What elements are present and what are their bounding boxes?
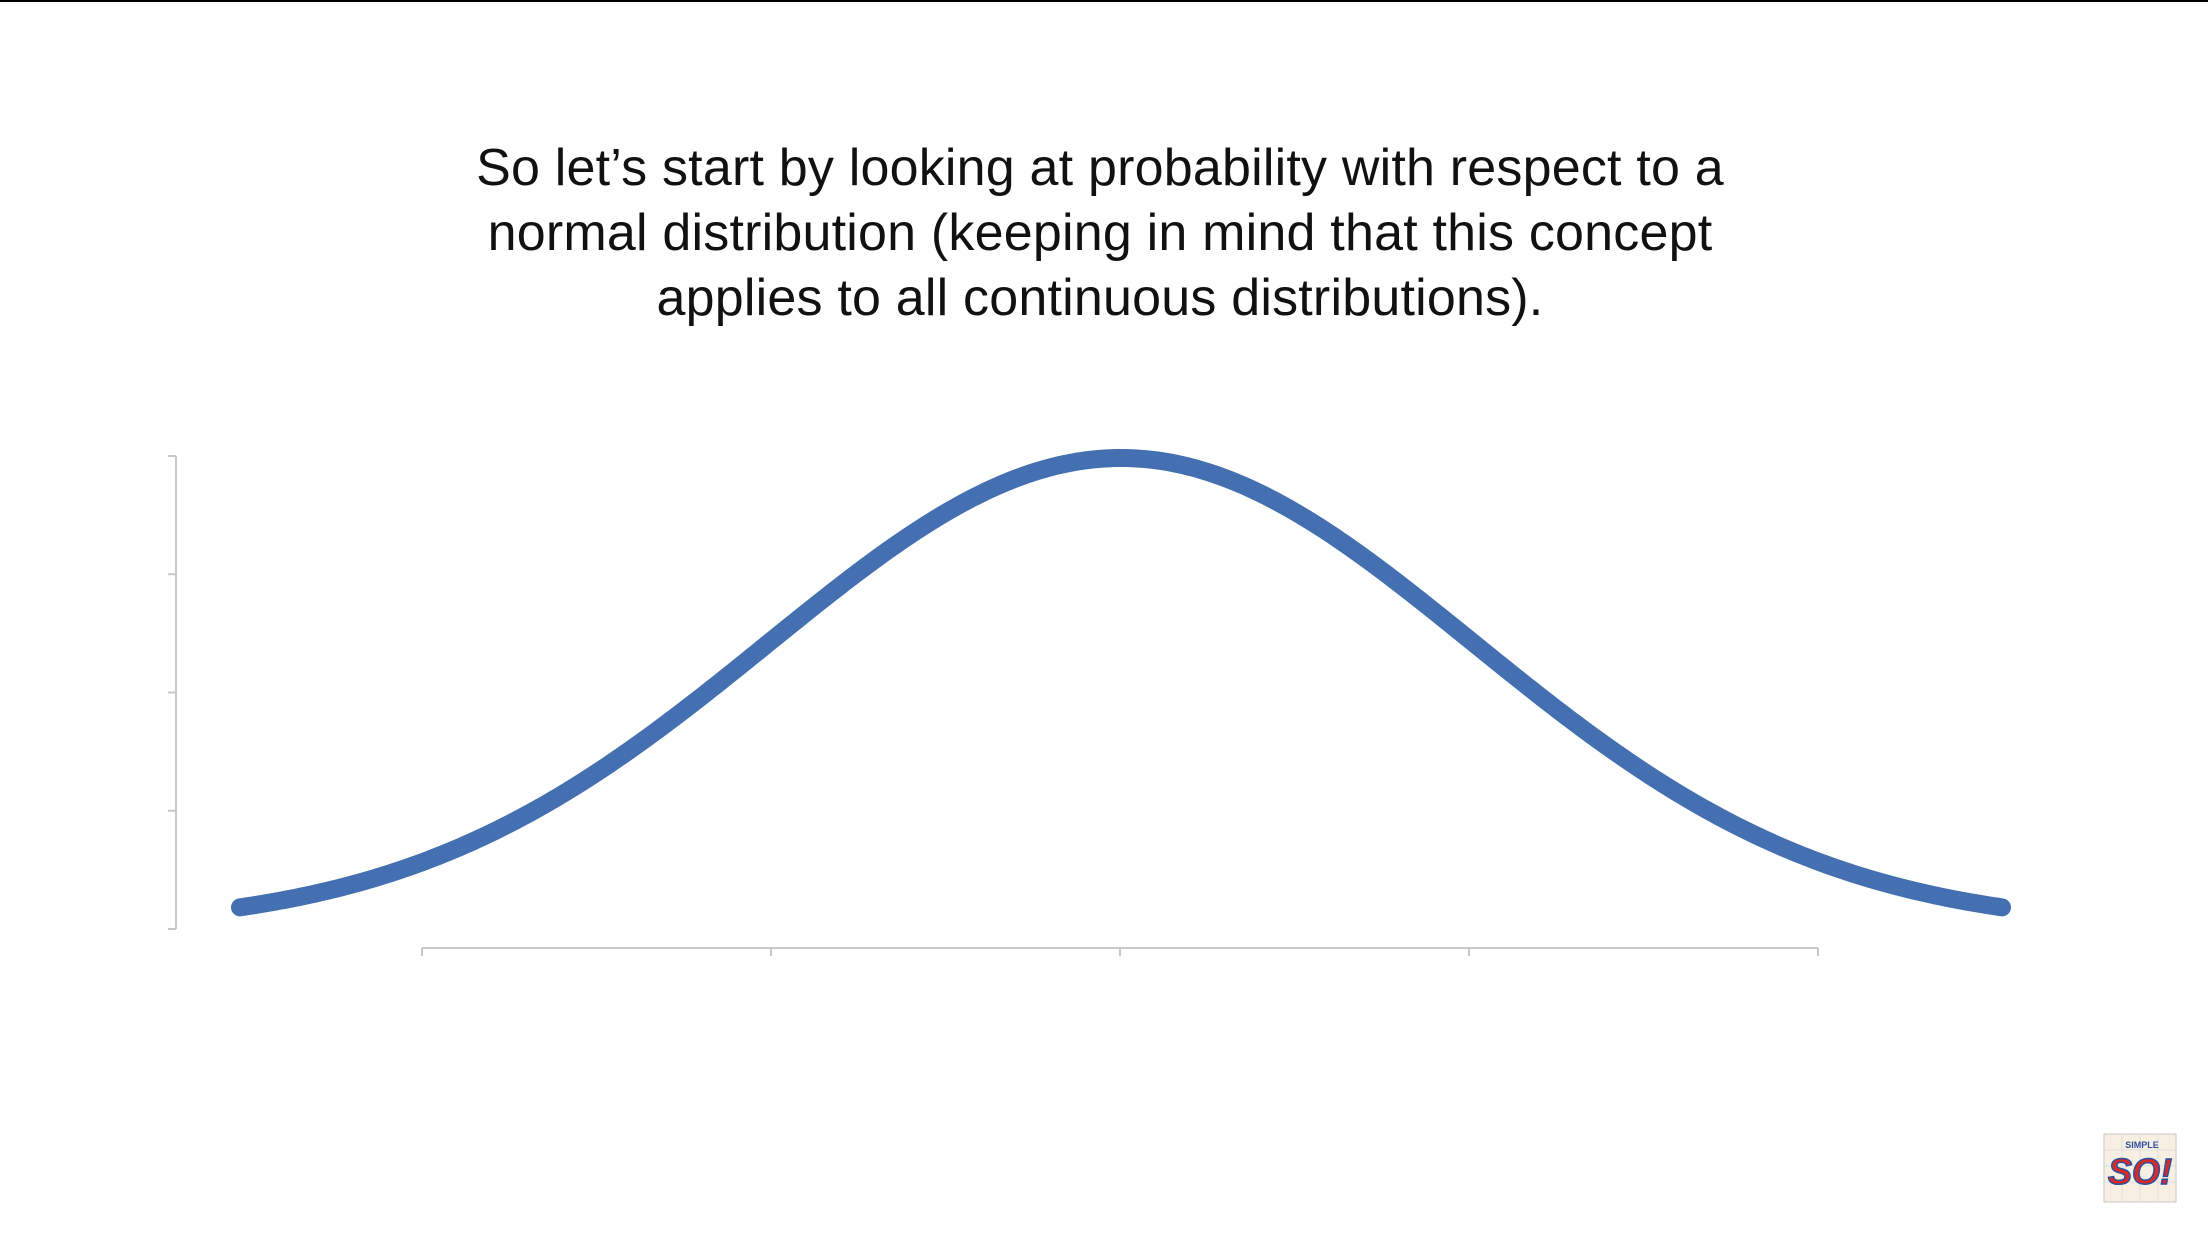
caption-line-3: applies to all continuous distributions)… [656,269,1544,327]
logo-main-text: SO! [2108,1151,2172,1192]
channel-logo: SIMPLE SO! [2100,1130,2180,1206]
caption-line-2: normal distribution (keeping in mind tha… [487,204,1713,262]
top-border [0,0,2208,2]
logo-small-text: SIMPLE [2125,1140,2159,1150]
series-group [231,449,2011,917]
y-axis [168,455,177,930]
caption-line-1: So let’s start by looking at probability… [476,139,1724,197]
x-axis [421,947,1819,956]
slide-caption: So let’s start by looking at probability… [300,136,1900,331]
normal-curve-line [231,449,2011,917]
